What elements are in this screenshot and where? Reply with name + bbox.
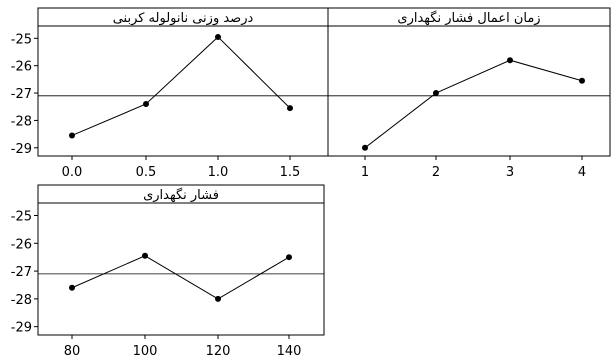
panel-1-y-axis: -25 -26 -27 -28 -29 [11, 32, 38, 157]
panel-1-x-tick-label: 0.0 [62, 165, 83, 180]
panel-2-point-1 [362, 144, 368, 151]
panel-2-series-line [364, 59, 583, 149]
panel-2-point-2 [433, 90, 439, 97]
panel-3-y-tick-label: -26 [11, 237, 32, 252]
panel-3-x-tick-label: 100 [133, 344, 158, 359]
panel-1-x-axis: 0.0 0.5 1.0 1.5 [62, 156, 301, 180]
panel-1-x-tick-label: 1.5 [280, 165, 301, 180]
panel-1-point-0.5 [143, 101, 149, 107]
panel-1-y-tick-label: -26 [11, 60, 32, 75]
panel-1-y-tick-label: -29 [11, 142, 32, 157]
panel-3-y-tick-label: -27 [11, 265, 32, 280]
panel-3-title-strip [37, 184, 325, 204]
panel-2-points [362, 57, 585, 151]
panel-1-point-1.5 [287, 105, 293, 112]
panel-3-x-axis: 80 100 120 140 [64, 335, 302, 359]
panel-3-y-tick-label: -25 [11, 210, 32, 225]
panel-3-x-tick-label: 140 [277, 344, 302, 359]
panel-1-y-tick-label: -28 [11, 114, 32, 129]
panel-3-point-100 [142, 252, 148, 259]
panel-2-x-tick-label: 1 [361, 165, 369, 180]
panel-1-y-tick-label: -25 [11, 32, 32, 47]
panel-2-x-axis: 1 2 3 4 [361, 156, 586, 180]
panel-2-frame [327, 7, 611, 157]
panel-2-point-3 [507, 57, 513, 64]
panel-3-title: فشار نگهداری [143, 187, 219, 203]
panel-2-x-tick-label: 4 [578, 165, 586, 180]
panel-3-y-tick-label: -29 [11, 321, 32, 336]
panel-1-point-0.0 [69, 132, 75, 139]
panel-3-points [69, 252, 292, 302]
panel-3-series-line [71, 255, 290, 300]
panel-2-x-tick-label: 3 [506, 165, 514, 180]
panel-1-point-1.0 [215, 33, 221, 40]
panel-3-x-tick-label: 120 [206, 344, 231, 359]
panel-3-frame [37, 184, 325, 336]
panel-3-x-tick-label: 80 [64, 344, 81, 359]
panel-2-x-tick-label: 2 [432, 165, 440, 180]
panel-3-y-axis: -25 -26 -27 -28 -29 [11, 210, 38, 336]
panel-3: فشار نگهداری 80 100 120 140 -25 -26 -27 -28 -29 [11, 184, 325, 359]
panel-1-frame [37, 7, 329, 157]
panel-3-point-80 [69, 284, 75, 291]
panel-2-title-strip [327, 7, 611, 27]
panel-2-point-4 [579, 77, 585, 84]
panel-3-point-120 [215, 295, 221, 302]
panel-1-x-tick-label: 1.0 [208, 165, 229, 180]
panel-3-point-140 [286, 254, 292, 261]
panel-1-series-line [71, 36, 291, 136]
panel-2: زمان اعمال فشار نگهداری 1 2 3 4 [327, 7, 611, 180]
panel-1-title: درصد وزنی نانولوله کربنی [113, 11, 254, 26]
panel-2-title: زمان اعمال فشار نگهداری [397, 10, 540, 26]
panel-1-y-tick-label: -27 [11, 87, 32, 102]
panel-3-y-tick-label: -28 [11, 293, 32, 308]
panel-1: درصد وزنی نانولوله کربنی 0.0 0.5 1.0 1.5 -2… [11, 7, 329, 180]
panel-1-x-tick-label: 0.5 [136, 165, 157, 180]
panel-1-points [69, 33, 293, 139]
